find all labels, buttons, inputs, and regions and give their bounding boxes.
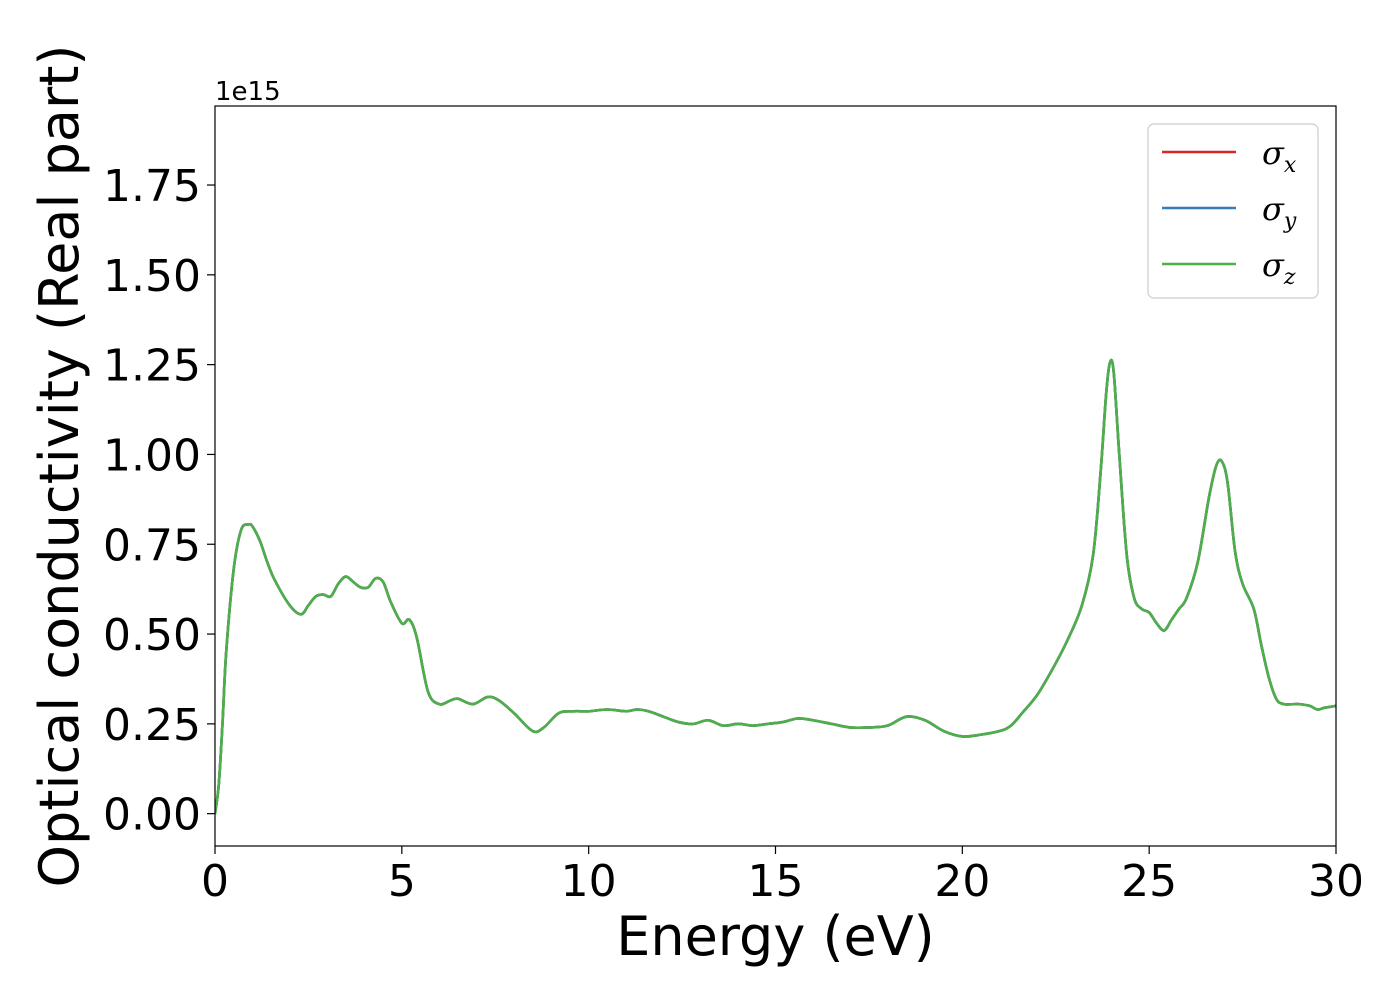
- legend-item-y: σy: [1162, 190, 1297, 234]
- y-axis-label: Optical conductivity (Real part): [28, 45, 91, 888]
- legend: σx σy σz: [1147, 123, 1319, 299]
- x-tick-label: 15: [748, 856, 804, 907]
- legend-label: σy: [1262, 190, 1297, 234]
- y-tick-label: 1.00: [103, 430, 201, 481]
- x-tick-label: 5: [388, 856, 416, 907]
- x-tick-label: 25: [1121, 856, 1177, 907]
- y-tick-label: 1.25: [103, 341, 201, 392]
- y-tick-label: 0.75: [103, 520, 201, 571]
- x-axis-ticks: 0 5 10 15 20 25 30: [201, 846, 1364, 907]
- series-line-z: [215, 358, 1336, 814]
- x-tick-label: 0: [201, 856, 229, 907]
- y-tick-label: 1.75: [103, 161, 201, 212]
- x-tick-label: 10: [561, 856, 617, 907]
- legend-item-x: σx: [1162, 134, 1297, 178]
- legend-item-z: σz: [1162, 246, 1296, 290]
- series-line-x: [215, 358, 1336, 814]
- legend-box: [1147, 123, 1319, 299]
- x-tick-label: 30: [1308, 856, 1364, 907]
- series-line-y: [215, 358, 1336, 814]
- y-tick-label: 0.25: [103, 700, 201, 751]
- y-axis-ticks: 0.00 0.25 0.50 0.75 1.00 1.25 1.50 1.75: [103, 161, 215, 841]
- y-offset-label: 1e15: [215, 77, 281, 107]
- series-lines: [215, 358, 1336, 814]
- y-tick-label: 0.00: [103, 790, 201, 841]
- y-tick-label: 1.50: [103, 251, 201, 302]
- x-tick-label: 20: [934, 856, 990, 907]
- y-tick-label: 0.50: [103, 610, 201, 661]
- x-axis-label: Energy (eV): [616, 905, 935, 968]
- legend-label: σz: [1262, 246, 1296, 290]
- legend-label: σx: [1262, 134, 1297, 178]
